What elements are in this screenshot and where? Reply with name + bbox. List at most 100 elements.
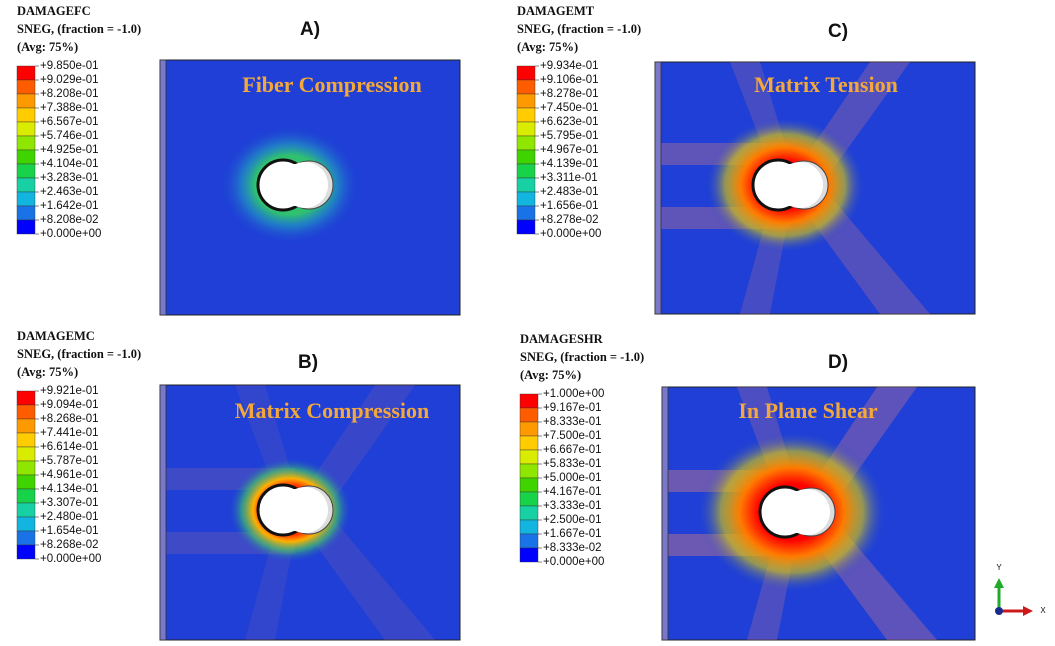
panel: C) Matrix Tension DAMAGEMT SNEG, (fraction … bbox=[516, 4, 976, 315]
legend-level: +9.167e-01 bbox=[543, 402, 602, 414]
legend-level: +4.167e-01 bbox=[543, 486, 602, 498]
hole bbox=[783, 491, 809, 533]
legend-section: SNEG, (fraction = -1.0) bbox=[517, 22, 641, 36]
legend-level: +6.614e-01 bbox=[40, 441, 99, 453]
legend-averaging: (Avg: 75%) bbox=[517, 40, 578, 54]
legend-level: +2.480e-01 bbox=[40, 511, 99, 523]
legend-swatch bbox=[16, 107, 36, 123]
legend-swatch bbox=[16, 418, 36, 434]
legend-level: +6.667e-01 bbox=[543, 444, 602, 456]
legend-level: +5.787e-01 bbox=[40, 455, 99, 467]
legend-swatch bbox=[16, 149, 36, 165]
legend-swatch bbox=[516, 121, 536, 137]
legend-swatch bbox=[16, 205, 36, 221]
legend-level: +3.307e-01 bbox=[40, 497, 99, 509]
y-arrowhead bbox=[994, 578, 1004, 588]
plate-edge bbox=[654, 61, 662, 315]
panel-letter: A) bbox=[300, 19, 320, 40]
legend-level: +3.283e-01 bbox=[40, 172, 99, 184]
legend-level: +2.500e-01 bbox=[543, 514, 602, 526]
legend-level: +4.134e-01 bbox=[40, 483, 99, 495]
legend-level: +9.029e-01 bbox=[40, 74, 99, 86]
legend-level: +9.934e-01 bbox=[540, 60, 599, 72]
legend-swatch bbox=[16, 474, 36, 490]
legend-swatch bbox=[519, 407, 539, 423]
legend-swatch bbox=[16, 432, 36, 448]
legend-variable: DAMAGEMC bbox=[17, 329, 95, 343]
legend-swatch bbox=[16, 460, 36, 476]
legend-level: +1.642e-01 bbox=[40, 200, 99, 212]
legend-swatch bbox=[516, 205, 536, 221]
legend-swatch bbox=[519, 519, 539, 535]
hole bbox=[776, 164, 802, 206]
legend-level: +7.450e-01 bbox=[540, 102, 599, 114]
legend-swatch bbox=[16, 79, 36, 95]
legend-level: +7.388e-01 bbox=[40, 102, 99, 114]
x-arrowhead bbox=[1023, 606, 1033, 616]
hole bbox=[281, 489, 307, 531]
legend-swatch bbox=[519, 449, 539, 465]
legend-level: +4.104e-01 bbox=[40, 158, 99, 170]
legend-level: +2.483e-01 bbox=[540, 186, 599, 198]
legend-level: +5.000e-01 bbox=[543, 472, 602, 484]
panel-letter: C) bbox=[828, 21, 848, 42]
axis-triad: Y X bbox=[994, 563, 1046, 616]
legend-swatch bbox=[16, 516, 36, 532]
panel-caption: In Plane Shear bbox=[738, 398, 878, 423]
legend-section: SNEG, (fraction = -1.0) bbox=[17, 347, 141, 361]
legend-level: +3.333e-01 bbox=[543, 500, 602, 512]
legend-level: +0.000e+00 bbox=[40, 553, 101, 565]
legend-level: +8.278e-01 bbox=[540, 88, 599, 100]
legend-level: +7.441e-01 bbox=[40, 427, 99, 439]
legend-level: +7.500e-01 bbox=[543, 430, 602, 442]
legend-averaging: (Avg: 75%) bbox=[520, 368, 581, 382]
legend-level: +9.094e-01 bbox=[40, 399, 99, 411]
legend-swatch bbox=[516, 219, 536, 235]
legend-swatch bbox=[519, 505, 539, 521]
legend-swatch bbox=[519, 463, 539, 479]
legend-level: +5.795e-01 bbox=[540, 130, 599, 142]
legend-level: +8.268e-01 bbox=[40, 413, 99, 425]
legend-level: +8.278e-02 bbox=[540, 214, 599, 226]
legend-swatch bbox=[516, 107, 536, 123]
legend-swatch bbox=[519, 491, 539, 507]
legend-level: +4.925e-01 bbox=[40, 144, 99, 156]
legend-level: +3.311e-01 bbox=[540, 172, 598, 184]
legend-level: +9.921e-01 bbox=[40, 385, 99, 397]
legend-level: +5.746e-01 bbox=[40, 130, 99, 142]
legend-level: +0.000e+00 bbox=[540, 228, 601, 240]
legend-level: +0.000e+00 bbox=[543, 556, 604, 568]
legend-swatch bbox=[519, 477, 539, 493]
legend-swatch bbox=[16, 121, 36, 137]
legend-level: +1.667e-01 bbox=[543, 528, 602, 540]
legend-swatch bbox=[16, 163, 36, 179]
legend-level: +2.463e-01 bbox=[40, 186, 99, 198]
legend-swatch bbox=[16, 191, 36, 207]
plate-edge bbox=[661, 386, 669, 641]
legend-level: +1.000e+00 bbox=[543, 388, 604, 400]
legend-swatch bbox=[516, 135, 536, 151]
panel: A) Fiber Compression DAMAGEFC SNEG, (fracti… bbox=[16, 4, 461, 316]
y-axis-label: Y bbox=[996, 563, 1002, 572]
legend-swatch bbox=[16, 135, 36, 151]
panel-letter: B) bbox=[298, 352, 318, 373]
legend-level: +9.106e-01 bbox=[540, 74, 599, 86]
legend-level: +8.208e-01 bbox=[40, 88, 99, 100]
legend-level: +8.333e-02 bbox=[543, 542, 602, 554]
panel: B) Matrix Compression DAMAGEMC SNEG, (fract… bbox=[16, 329, 461, 641]
legend-level: +8.208e-02 bbox=[40, 214, 99, 226]
legend-swatch bbox=[519, 393, 539, 409]
legend-swatch bbox=[16, 530, 36, 546]
panel-letter: D) bbox=[828, 352, 848, 373]
legend-swatch bbox=[16, 446, 36, 462]
legend-level: +4.139e-01 bbox=[540, 158, 599, 170]
legend-averaging: (Avg: 75%) bbox=[17, 365, 78, 379]
legend-swatch bbox=[516, 93, 536, 109]
legend-level: +0.000e+00 bbox=[40, 228, 101, 240]
legend-swatch bbox=[16, 390, 36, 406]
legend-swatch bbox=[519, 435, 539, 451]
legend-level: +6.623e-01 bbox=[540, 116, 599, 128]
legend-level: +4.961e-01 bbox=[40, 469, 99, 481]
plate-edge bbox=[159, 384, 167, 641]
